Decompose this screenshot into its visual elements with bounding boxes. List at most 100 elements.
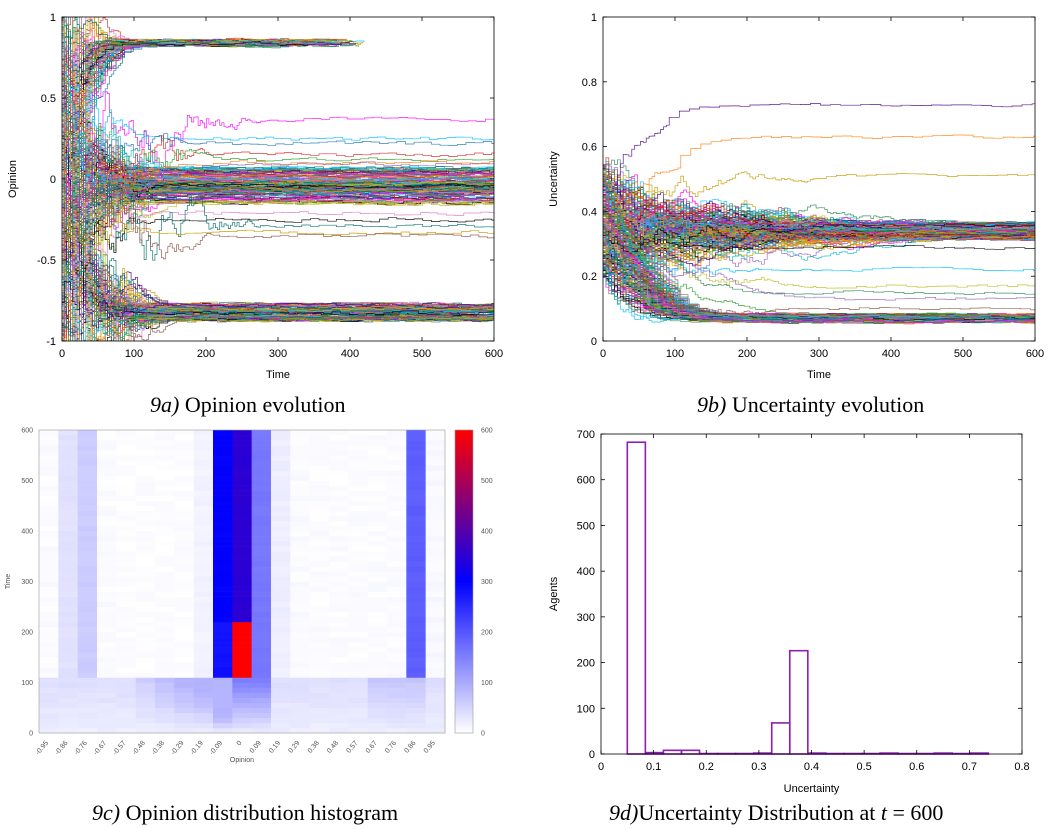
chart-c-cell (329, 480, 349, 486)
chart-c-cell (251, 531, 272, 537)
chart-c-cell (367, 637, 388, 643)
chart-c-cell (329, 632, 349, 638)
chart-c-cell (97, 672, 117, 678)
chart-c-cell (251, 561, 272, 567)
chart-c-cell (271, 626, 291, 633)
chart-c-cells (39, 430, 446, 734)
chart-c-cell (406, 606, 426, 613)
chart-c-cell (232, 581, 252, 587)
chart-c-cell (251, 440, 272, 446)
chart-c-cell (387, 465, 407, 471)
chart-c-cell (271, 480, 291, 486)
chart-c-cell (251, 662, 272, 668)
chart-c-cell (251, 430, 272, 436)
chart-c-cell (58, 596, 78, 602)
chart-c-cell (232, 707, 252, 714)
chart-c-ytick-label: 100 (21, 680, 33, 687)
chart-c-cell (425, 611, 446, 618)
chart-c-cell (367, 551, 388, 557)
chart-c-cell (116, 606, 136, 613)
chart-c-cell (232, 475, 252, 481)
chart-a-ytick-label: 0.5 (41, 93, 56, 105)
chart-c-cell (155, 707, 175, 714)
chart-c-cell (367, 581, 388, 587)
chart-c-cell (271, 722, 291, 729)
chart-c-cell (406, 445, 426, 451)
chart-c-cell (309, 727, 330, 734)
chart-c-cell (174, 480, 194, 486)
chart-c-cell (309, 445, 330, 451)
chart-c-cell (58, 722, 78, 729)
chart-c-cell (135, 515, 156, 522)
chart-c-cell (155, 606, 175, 613)
chart-c-cell (193, 707, 214, 714)
chart-c-cell (348, 490, 368, 496)
chart-c-cell (387, 682, 407, 688)
chart-c-cell (193, 682, 214, 688)
chart-a-agent-line (62, 228, 494, 329)
chart-c-cell (425, 606, 446, 613)
chart-c-cell (425, 445, 446, 451)
chart-c-cell (271, 571, 291, 577)
chart-c-cell (58, 490, 78, 496)
chart-c-cell (232, 596, 252, 602)
chart-c-cell (251, 500, 272, 507)
chart-c-cell (271, 586, 291, 592)
chart-c-cell (155, 541, 175, 547)
chart-c-cell (116, 556, 136, 562)
chart-c-cell (251, 682, 272, 688)
caption-c-index: 9c) (92, 800, 121, 825)
chart-c-colorbar-label: 200 (481, 630, 493, 637)
chart-c-cell (329, 485, 349, 491)
chart-b-agent-line (603, 214, 1035, 256)
chart-c-cell (77, 596, 98, 602)
chart-a-ytick-label: -0.5 (37, 255, 56, 267)
chart-c-cell (135, 556, 156, 562)
chart-c-cell (251, 727, 272, 734)
chart-c-cell (348, 662, 368, 668)
chart-c-cell (58, 561, 78, 567)
chart-c-cell (174, 465, 194, 471)
chart-c-cell (290, 632, 310, 638)
chart-c-cell (348, 455, 368, 461)
chart-c-cell (174, 525, 194, 532)
chart-c-cell (425, 460, 446, 466)
chart-c-cell (290, 435, 310, 441)
chart-c-cell (116, 591, 136, 597)
chart-c-xtick-label: 0.57 (345, 740, 359, 755)
chart-c-cell (406, 566, 426, 572)
chart-c-cell (193, 672, 214, 678)
chart-c-ytick-label: 600 (21, 428, 33, 435)
chart-c-cell (155, 692, 175, 698)
chart-c-cell (77, 642, 98, 648)
caption-d-index: 9d) (609, 800, 639, 825)
chart-c-cell (116, 702, 136, 709)
chart-c-cell (309, 677, 330, 683)
chart-c-cell (309, 536, 330, 542)
chart-c-cell (367, 632, 388, 638)
chart-c-cell (58, 485, 78, 491)
chart-c-cell (309, 662, 330, 668)
chart-c-cell (290, 445, 310, 451)
chart-c-cell (116, 450, 136, 456)
chart-c-cell (116, 647, 136, 653)
chart-c-xtick-label: 0 (236, 740, 244, 748)
chart-c-cell (348, 536, 368, 542)
chart-c-cell (406, 450, 426, 456)
chart-c-cell (155, 485, 175, 491)
chart-c-cell (271, 460, 291, 466)
chart-d-xtick-label: 0.3 (751, 761, 766, 773)
chart-c-cell (329, 652, 349, 658)
chart-c-cell (348, 465, 368, 471)
chart-c-cell (135, 460, 156, 466)
chart-c-cell (213, 556, 233, 562)
chart-c-cell (387, 500, 407, 507)
chart-c-cell (406, 495, 426, 501)
chart-c-cell (193, 677, 214, 683)
chart-c-cell (232, 566, 252, 572)
chart-c-cell (232, 505, 252, 512)
chart-c-cell (213, 672, 233, 678)
chart-c-cell (213, 626, 233, 633)
chart-c-cell (174, 672, 194, 678)
chart-c-cell (271, 490, 291, 496)
